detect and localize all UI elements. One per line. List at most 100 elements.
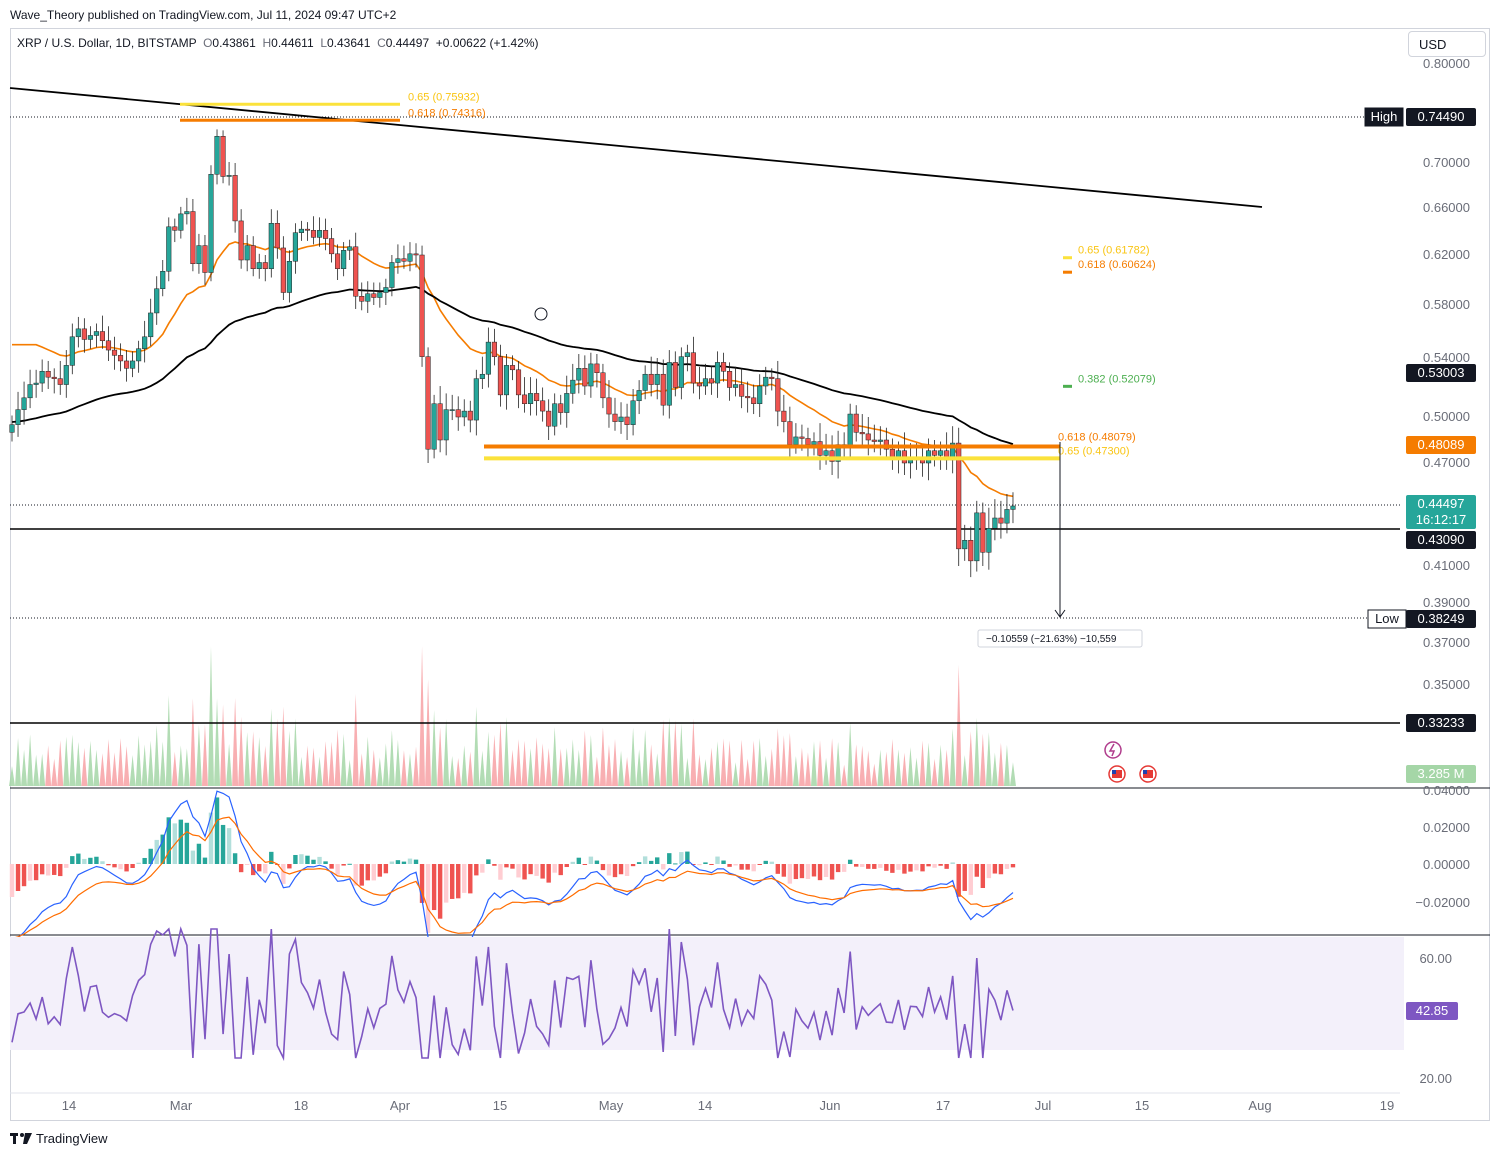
volume-bar [129, 755, 136, 786]
price-axis-tick: 0.41000 [1423, 558, 1470, 573]
macd-histogram-bar [884, 864, 889, 871]
macd-histogram-bar [251, 864, 256, 876]
macd-histogram-bar [630, 864, 636, 867]
candle [690, 352, 696, 384]
macd-histogram-bar [486, 859, 491, 864]
price-axis-tick: 0.58000 [1423, 297, 1470, 312]
macd-histogram-bar [1004, 864, 1010, 869]
candle [437, 403, 443, 441]
volume-bar [593, 756, 600, 786]
candle [51, 376, 57, 379]
volume-bar [171, 751, 178, 786]
volume-bar [624, 757, 631, 786]
volume-bar [177, 745, 184, 786]
volume-bar [786, 733, 793, 786]
macd-histogram-bar [667, 853, 672, 864]
price-axis-tick: 0.35000 [1423, 677, 1470, 692]
time-axis-tick: Jun [820, 1098, 841, 1113]
rsi-tag [1406, 1002, 1458, 1020]
macd-histogram-bar [130, 864, 135, 868]
price-tag-value: 0.53003 [1418, 365, 1465, 380]
volume-bar [123, 746, 130, 786]
candle [208, 174, 214, 273]
us-flag-stripes [1112, 770, 1122, 778]
candle [341, 250, 347, 270]
candle [757, 385, 763, 404]
volume-bar [334, 729, 341, 786]
macd-histogram-bar [618, 864, 624, 875]
macd-histogram-bar [986, 864, 992, 879]
time-axis-tick: 14 [62, 1098, 76, 1113]
open-label: O [203, 36, 213, 50]
candle [335, 253, 341, 269]
volume-bar [165, 695, 172, 786]
fib-levels: 0.65 (0.75932) 0.618 (0.74316) 0.65 (0.617… [180, 91, 1156, 648]
candle [256, 262, 262, 269]
candle [769, 376, 775, 379]
price-tag-value: 0.48089 [1418, 437, 1465, 452]
macd-histogram-bar [721, 860, 726, 864]
volume-bar [943, 749, 950, 786]
volume-bar [141, 744, 148, 786]
candle [546, 410, 552, 427]
marker-circle [534, 307, 548, 321]
candle [238, 220, 244, 261]
candle [377, 292, 383, 298]
volume-bar [895, 749, 902, 786]
macd-histogram-bar [263, 864, 268, 874]
macd-histogram-bar [45, 864, 51, 876]
volume-bar [503, 717, 510, 786]
macd-histogram-bar [733, 864, 738, 866]
candle [75, 328, 81, 338]
volume-bar [738, 739, 745, 786]
macd-histogram-bar [389, 861, 395, 864]
volume-bar [195, 725, 202, 786]
candle [63, 365, 69, 385]
volume-bar [33, 754, 40, 786]
candle [630, 400, 636, 425]
volume-bar [232, 698, 239, 786]
macd-histogram-bar [190, 850, 196, 864]
candle [21, 397, 27, 410]
macd-histogram-bar [914, 864, 919, 871]
volume-bar [473, 706, 480, 786]
candle [292, 232, 298, 262]
volume-bar [991, 752, 998, 786]
macd-histogram-bar [673, 863, 678, 865]
currency-button[interactable]: USD [1408, 31, 1486, 57]
change-value: +0.00622 (+1.42%) [435, 36, 539, 50]
macd-histogram-bar [709, 864, 714, 865]
price-tag [1406, 364, 1476, 382]
volume-bar [413, 746, 420, 786]
volume-bar [117, 738, 124, 786]
tradingview-logo-icon [10, 1132, 32, 1144]
candle [522, 394, 528, 404]
macd-histogram-bar [902, 864, 907, 874]
macd-histogram-bar [148, 848, 153, 864]
volume-bar [744, 758, 751, 786]
macd-histogram-bar [757, 864, 762, 865]
volume-bar [479, 750, 486, 786]
candle [244, 245, 250, 261]
volume-bar [618, 750, 625, 786]
candle [467, 410, 473, 421]
candle [359, 296, 365, 302]
macd-histogram-bar [624, 864, 630, 876]
volume-bar [485, 731, 492, 786]
candle [865, 433, 871, 441]
candle [232, 175, 238, 222]
price-tag [1406, 531, 1476, 549]
macd-histogram-bar [142, 857, 147, 864]
volume-bar [147, 740, 154, 786]
volume-bar [298, 756, 305, 786]
low-value: 0.43641 [327, 36, 371, 50]
price-tag-value: 0.74490 [1418, 109, 1465, 124]
candle [220, 136, 226, 177]
candle [130, 360, 136, 369]
volume-bar [865, 750, 872, 786]
candle [612, 413, 618, 422]
macd-histogram-bar [232, 853, 238, 864]
volume-tag [1406, 765, 1476, 783]
candle [262, 262, 268, 269]
